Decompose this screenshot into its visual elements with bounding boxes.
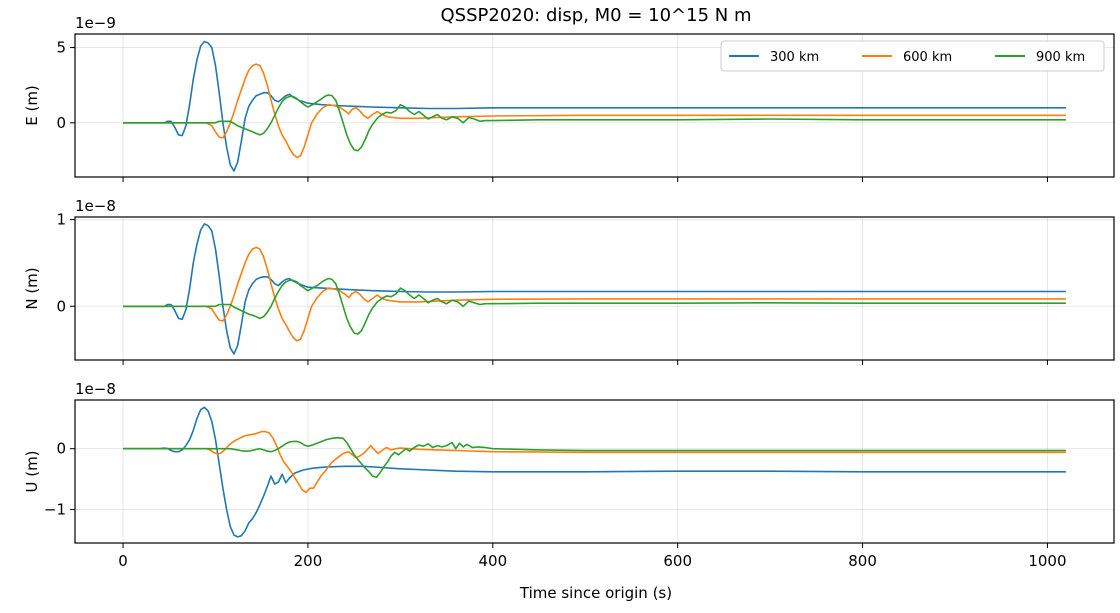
series-line-600-km <box>123 430 1066 494</box>
legend: 300 km 600 km 900 km <box>720 40 1105 72</box>
series-line-300-km <box>123 223 1066 355</box>
x-axis-label: Time since origin (s) <box>519 584 672 602</box>
x-tick-label: 800 <box>848 552 877 570</box>
y-offset-text: 1e−8 <box>75 380 116 398</box>
series-line-300-km <box>123 40 1066 172</box>
legend-label-900-km: 900 km <box>1036 50 1085 65</box>
legend-frame <box>720 40 1105 72</box>
y-offset-text: 1e−8 <box>75 197 116 215</box>
y-tick-label: −1 <box>44 501 66 519</box>
series-line-900-km <box>123 277 1066 335</box>
x-tick-label: 0 <box>118 552 128 570</box>
y-tick-label: 5 <box>56 39 66 57</box>
x-tick-label: 600 <box>663 552 692 570</box>
subplot-2: 0 1 1e−8 N (m) <box>23 197 1115 365</box>
y-axis-label: U (m) <box>23 450 41 492</box>
x-tick-label: 200 <box>294 552 323 570</box>
y-tick-label: 1 <box>56 211 66 229</box>
y-tick-label: 0 <box>56 440 66 458</box>
legend-label-300-km: 300 km <box>770 50 819 65</box>
series-line-900-km <box>123 94 1066 152</box>
plot-frame <box>74 399 1115 544</box>
legend-label-600-km: 600 km <box>903 50 952 65</box>
y-axis-label: E (m) <box>23 85 41 126</box>
figure-title: QSSP2020: disp, M0 = 10^15 N m <box>441 5 752 26</box>
series-line-600-km <box>123 63 1066 159</box>
subplots: 0 5 1e−9 E (m) 0 1 1e−8 N (m) 0 200 400 600 800 1000 −… <box>23 14 1115 570</box>
plot-frame <box>74 33 1115 178</box>
y-tick-label: 0 <box>56 297 66 315</box>
series-line-900-km <box>123 436 1066 479</box>
y-offset-text: 1e−9 <box>75 14 116 32</box>
subplot-1: 0 5 1e−9 E (m) <box>23 14 1115 182</box>
subplot-3: 0 200 400 600 800 1000 −1 0 1e−8 U (m) <box>23 380 1115 570</box>
plot-frame <box>74 216 1115 361</box>
x-tick-label: 400 <box>478 552 507 570</box>
series-line-600-km <box>123 246 1066 342</box>
x-tick-label: 1000 <box>1028 552 1066 570</box>
y-tick-label: 0 <box>56 114 66 132</box>
series-line-300-km <box>123 406 1066 538</box>
y-axis-label: N (m) <box>23 267 41 309</box>
